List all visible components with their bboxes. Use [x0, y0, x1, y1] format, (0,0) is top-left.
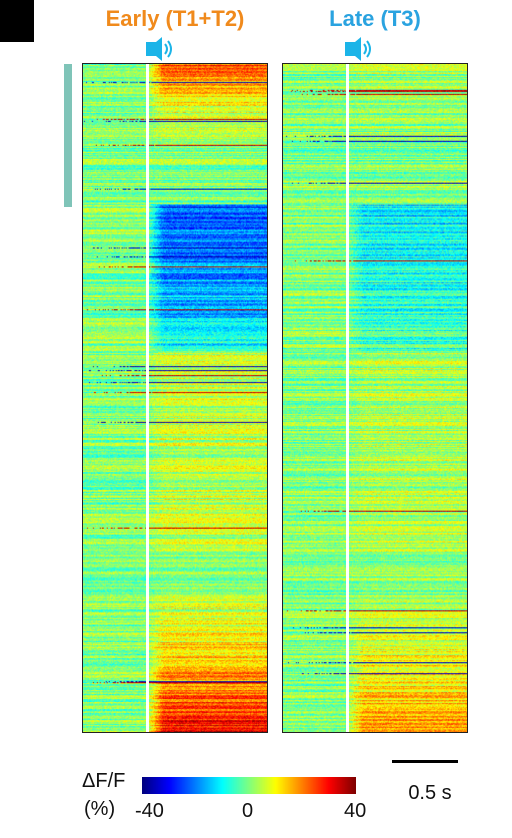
colorbar: [142, 777, 356, 794]
early-title: Early (T1+T2): [105, 6, 245, 31]
colorbar-tick-zero: 0: [242, 800, 254, 822]
heatmap-late: [282, 63, 468, 733]
late-title: Late (T3): [329, 6, 421, 31]
heatmap-late-canvas: [283, 64, 467, 732]
speaker-sound-icon: [345, 37, 371, 61]
sound-onset-line: [345, 64, 349, 732]
colorbar-tick-min: -40: [135, 800, 164, 822]
sound-onset-line: [145, 64, 149, 732]
heatmap-early-canvas: [83, 64, 267, 732]
colorbar-label: ΔF/F: [82, 770, 126, 792]
colorbar-unit: (%): [84, 798, 116, 820]
speaker-sound-icon: [146, 37, 172, 61]
time-scale-label: 0.5 s: [408, 782, 452, 804]
cluster-indicator-bar: [64, 64, 72, 207]
panel-label-block: [0, 0, 34, 42]
time-scale-bar: [392, 760, 458, 763]
heatmap-early: [82, 63, 268, 733]
colorbar-tick-max: 40: [344, 800, 367, 822]
